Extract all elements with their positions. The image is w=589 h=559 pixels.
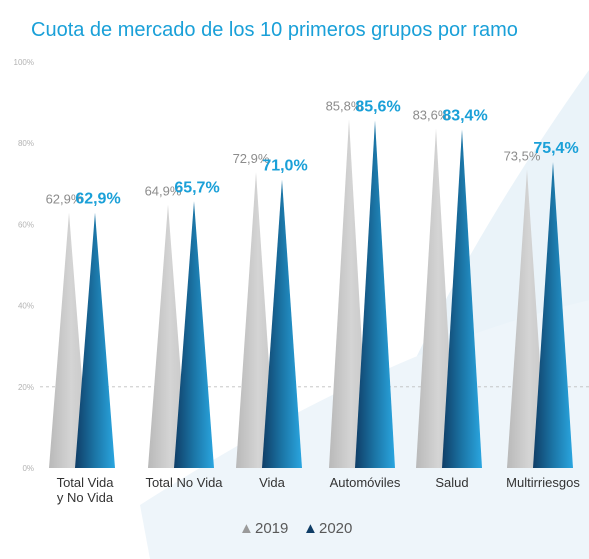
bar-2020-0 (75, 212, 115, 468)
y-tick-label: 20% (18, 383, 34, 392)
y-tick-label: 60% (18, 220, 34, 229)
y-tick-label: 100% (14, 58, 34, 67)
chart-title: Cuota de mercado de los 10 primeros grup… (31, 19, 518, 41)
category-label: Automóviles (330, 475, 401, 490)
data-label-2020-2: 71,0% (262, 158, 307, 175)
data-label-2019-1: 64,9% (145, 184, 182, 199)
data-label-2020-5: 75,4% (533, 140, 578, 157)
legend: ▲ 2019 ▲ 2020 (239, 520, 352, 537)
category-label: Total Vida (57, 475, 115, 490)
data-label-2019-4: 83,6% (413, 108, 450, 123)
category-label: Multirriesgos (506, 475, 580, 490)
bar-2019-1 (148, 204, 188, 469)
bar-2020-3 (355, 120, 395, 469)
bar-2020-4 (442, 129, 482, 468)
legend-marker-2020: ▲ (303, 520, 318, 537)
bar-2019-4 (416, 128, 456, 469)
bar-2019-3 (329, 119, 369, 468)
data-label-2019-0: 62,9% (46, 192, 83, 207)
legend-marker-2019: ▲ (239, 520, 254, 537)
y-tick-label: 0% (22, 464, 34, 473)
category-label: Total No Vida (145, 475, 223, 490)
axis-layer: 0% 20% 40% 60% 80% 100% (14, 58, 589, 473)
data-label-2020-3: 85,6% (355, 98, 400, 115)
category-label: Vida (259, 475, 286, 490)
bars-layer (49, 119, 573, 469)
bar-2020-1 (174, 201, 214, 468)
bar-2020-2 (262, 179, 302, 469)
data-label-2020-0: 62,9% (75, 191, 120, 208)
data-label-2019-2: 72,9% (233, 151, 270, 166)
data-label-2019-3: 85,8% (326, 99, 363, 114)
legend-label-2019: 2019 (255, 520, 288, 537)
legend-label-2020: 2020 (319, 520, 352, 537)
y-tick-label: 40% (18, 302, 34, 311)
bar-2019-0 (49, 212, 89, 468)
bar-2019-5 (507, 169, 547, 468)
data-label-2020-1: 65,7% (174, 179, 219, 196)
data-label-2020-4: 83,4% (442, 107, 487, 124)
data-label-2019-5: 73,5% (504, 149, 541, 164)
bar-2019-2 (236, 172, 276, 468)
bar-2020-5 (533, 161, 573, 468)
y-tick-label: 80% (18, 139, 34, 148)
category-label: Salud (435, 475, 468, 490)
category-label: y No Vida (57, 490, 114, 505)
